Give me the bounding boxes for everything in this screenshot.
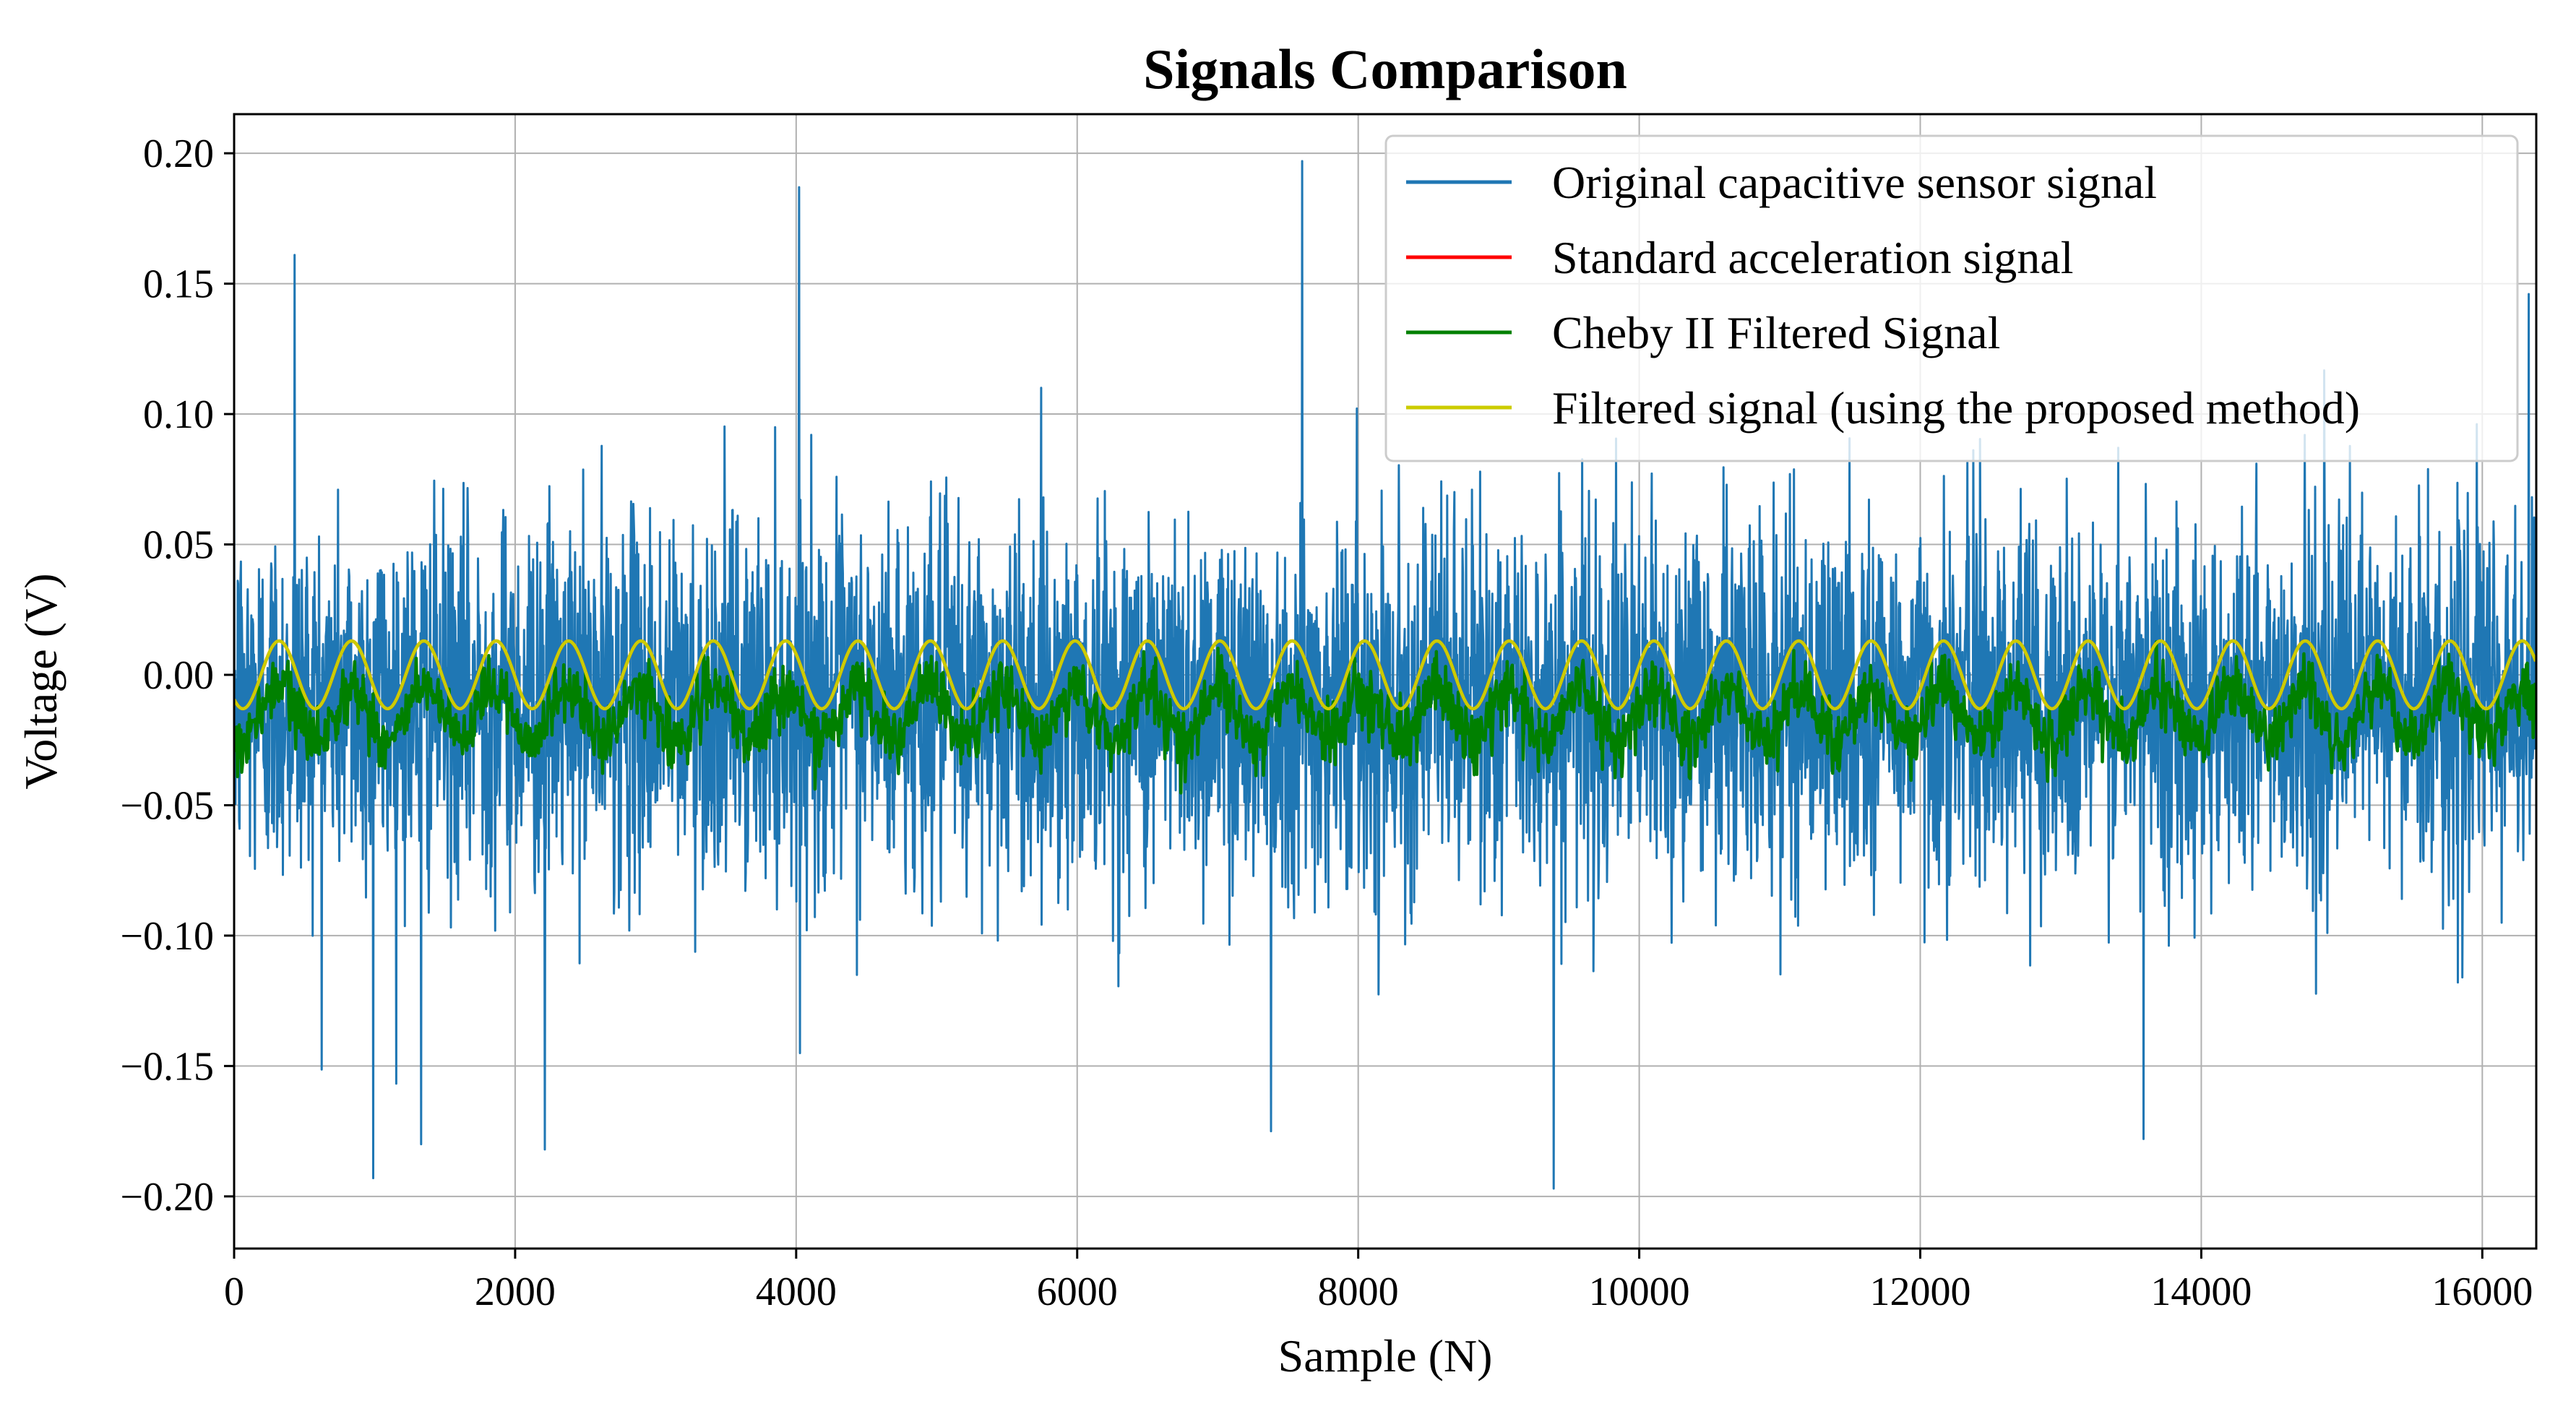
y-tick-label: −0.05 <box>120 783 214 828</box>
x-tick-label: 14000 <box>2150 1269 2252 1314</box>
legend-label-2: Cheby II Filtered Signal <box>1552 307 2000 358</box>
legend: Original capacitive sensor signal Standar… <box>1384 134 2519 462</box>
y-tick-label: 0.20 <box>143 132 214 176</box>
y-tick-label: 0.00 <box>143 653 214 698</box>
x-tick-label: 16000 <box>2431 1269 2533 1314</box>
y-axis-label: Voltage (V) <box>15 573 66 789</box>
y-tick-label: −0.10 <box>120 914 214 959</box>
y-axis-ticks: 0.20 0.15 0.10 0.05 0.00 −0.05 −0.10 −0.15 −0.20 <box>120 132 234 1220</box>
series-layer <box>234 160 2536 1190</box>
x-tick-label: 10000 <box>1589 1269 1690 1314</box>
y-tick-label: −0.20 <box>120 1175 214 1220</box>
series-line-2 <box>234 640 2536 795</box>
x-tick-label: 4000 <box>756 1269 837 1314</box>
x-axis-label: Sample (N) <box>1278 1330 1493 1381</box>
y-tick-label: 0.05 <box>143 523 214 568</box>
series-line-3 <box>234 639 2536 711</box>
y-tick-label: 0.10 <box>143 392 214 437</box>
y-tick-label: −0.15 <box>120 1044 214 1089</box>
legend-label-3: Filtered signal (using the proposed meth… <box>1552 382 2360 434</box>
plot-frame <box>233 113 2538 1250</box>
x-tick-label: 12000 <box>1869 1269 1970 1314</box>
legend-box <box>1384 134 2519 462</box>
x-tick-label: 0 <box>224 1269 244 1314</box>
legend-label-0: Original capacitive sensor signal <box>1552 157 2157 208</box>
y-tick-label: 0.15 <box>143 262 214 307</box>
chart-title: Signals Comparison <box>1143 38 1627 100</box>
x-tick-label: 6000 <box>1037 1269 1118 1314</box>
x-tick-label: 8000 <box>1318 1269 1399 1314</box>
x-tick-label: 2000 <box>475 1269 556 1314</box>
x-axis-ticks: 0 2000 4000 6000 8000 10000 12000 14000 16000 <box>224 1249 2533 1314</box>
legend-label-1: Standard acceleration signal <box>1552 232 2073 283</box>
